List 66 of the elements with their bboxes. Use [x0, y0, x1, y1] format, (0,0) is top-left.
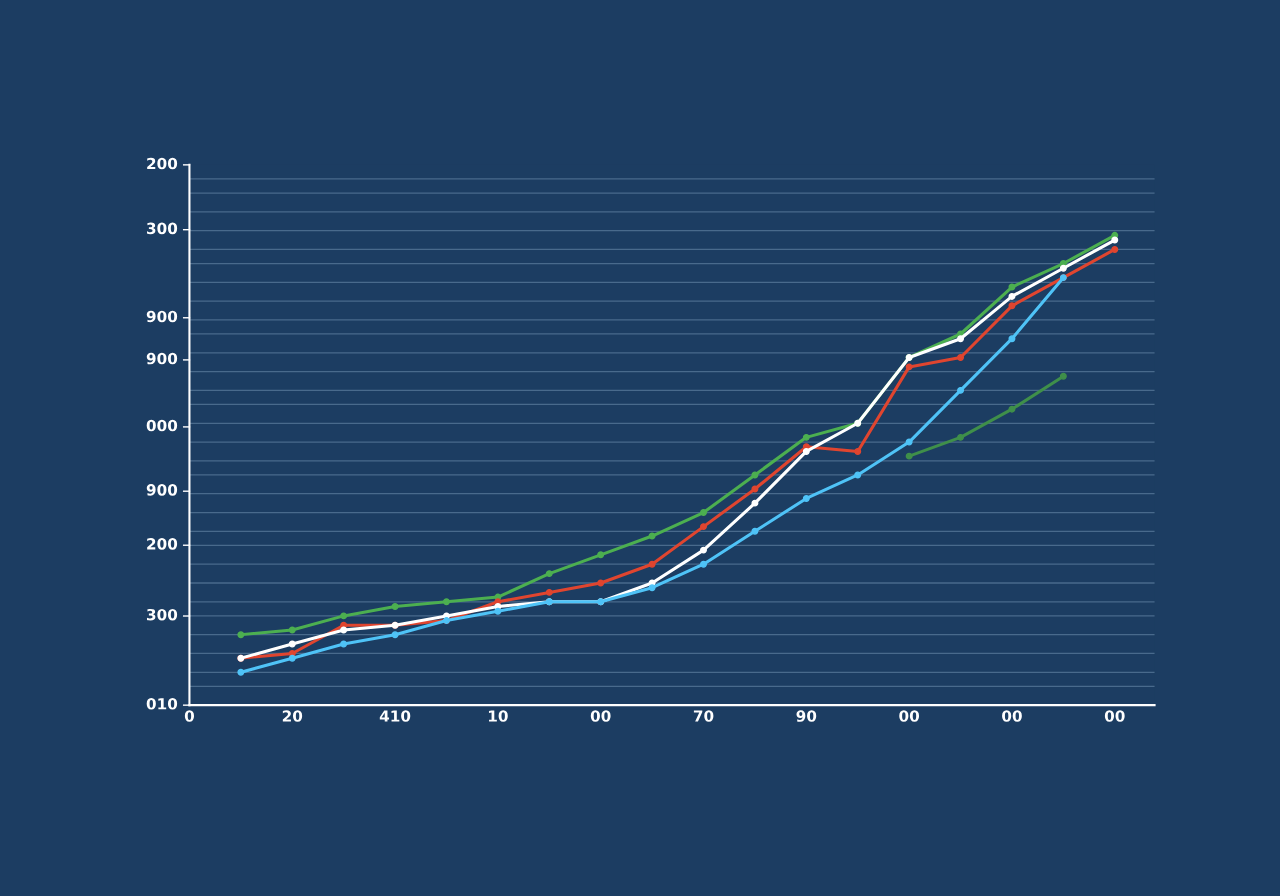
text: 010: [146, 698, 178, 710]
point: [700, 560, 707, 568]
point: [237, 668, 245, 676]
point: [443, 598, 450, 606]
point: [648, 584, 656, 592]
point: [1059, 264, 1067, 272]
point: [802, 433, 810, 441]
point: [288, 626, 296, 634]
point: [751, 499, 759, 507]
text: 300: [146, 222, 178, 235]
x-tick-label: 00: [590, 710, 611, 722]
x-tick-label: 0: [184, 710, 195, 722]
point: [545, 588, 553, 596]
point: [648, 560, 656, 568]
x-tick-label: 20: [282, 710, 303, 722]
point: [854, 447, 862, 455]
text: 900: [146, 352, 178, 365]
point: [802, 447, 810, 455]
point: [288, 640, 296, 648]
point: [854, 471, 862, 479]
point: [1059, 372, 1067, 380]
point: [340, 612, 348, 620]
point: [1008, 302, 1016, 310]
point: [1008, 405, 1016, 413]
point: [700, 523, 707, 531]
point: [288, 654, 296, 662]
point: [700, 509, 707, 517]
point: [340, 640, 348, 648]
point: [545, 570, 553, 578]
x-tick-label: 70: [693, 710, 714, 722]
x-tick-label: 90: [796, 710, 817, 722]
point: [905, 363, 913, 371]
point: [957, 386, 965, 394]
point: [494, 607, 502, 615]
x-tick-label: 410: [379, 710, 411, 722]
point: [802, 494, 810, 502]
point: [1111, 236, 1119, 244]
point: [237, 631, 245, 639]
point: [1111, 245, 1119, 253]
point: [957, 354, 965, 361]
text: 200: [147, 157, 178, 170]
point: [1008, 335, 1016, 343]
text: 000: [146, 419, 178, 432]
point: [391, 603, 399, 610]
text: 900: [146, 310, 178, 323]
point: [751, 485, 759, 493]
point: [700, 546, 707, 554]
x-tick-label: 00: [1002, 710, 1022, 722]
point: [905, 452, 913, 460]
point: [957, 335, 965, 343]
point: [751, 471, 759, 479]
point: [597, 551, 605, 559]
x-tick-label: 10: [488, 710, 508, 722]
point: [905, 438, 913, 446]
point: [1008, 292, 1016, 300]
x-tick-label: 00: [1104, 710, 1125, 722]
point: [340, 626, 348, 634]
x-tick-label: 00: [899, 710, 920, 722]
point: [957, 433, 965, 441]
text: 200: [147, 538, 178, 550]
text: 300: [146, 608, 178, 621]
point: [648, 532, 656, 540]
point: [751, 527, 759, 535]
text: 900: [146, 484, 178, 496]
point: [391, 631, 399, 639]
point: [597, 579, 605, 587]
